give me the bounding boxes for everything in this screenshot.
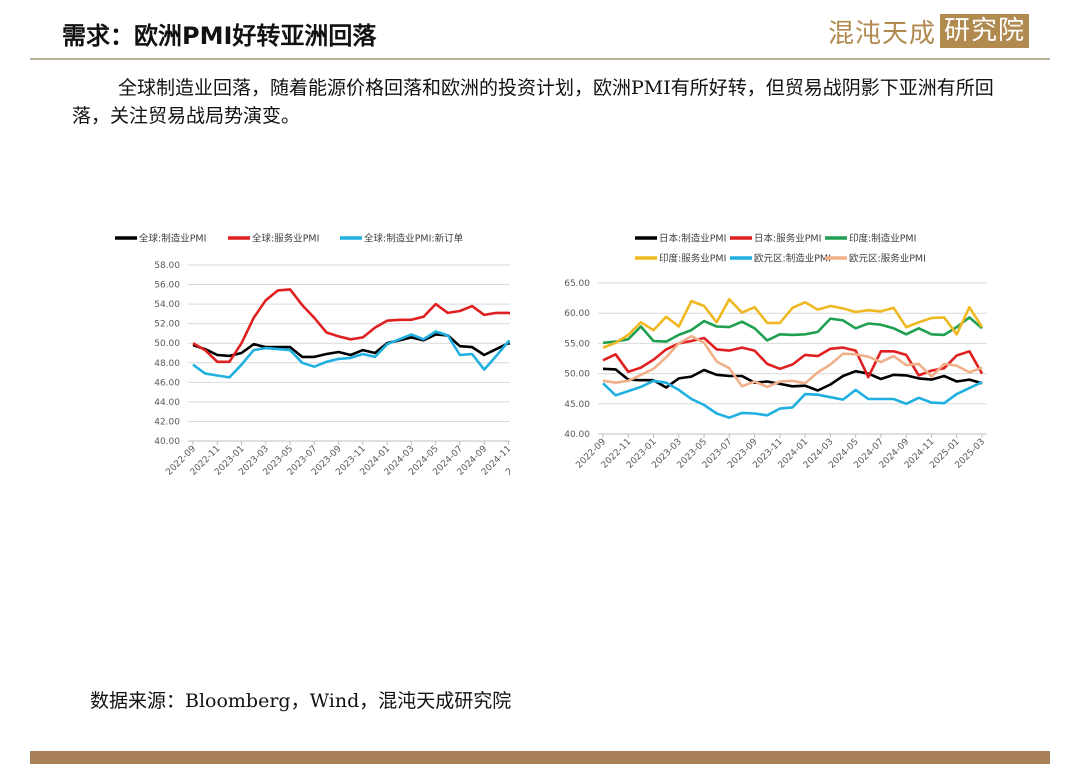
y-tick-label: 45.00 [564, 400, 590, 410]
y-tick-label: 58.00 [154, 261, 180, 271]
series-line [602, 379, 983, 419]
logo-text-right: 研究院 [940, 14, 1030, 48]
series-line [192, 288, 510, 364]
y-tick-label: 52.00 [154, 320, 180, 330]
series-line [602, 367, 983, 392]
series-line [602, 298, 984, 349]
legend-label: 日本:制造业PMI [659, 233, 726, 245]
header-divider [30, 58, 1050, 60]
data-source: 数据来源：Bloomberg，Wind，混沌天成研究院 [90, 690, 512, 712]
legend-label: 印度:服务业PMI [659, 253, 726, 265]
logo: 混沌天成 研究院 [828, 12, 1030, 50]
y-tick-label: 40.00 [564, 430, 590, 440]
legend-label: 欧元区:制造业PMI [754, 253, 831, 265]
footer-bar [30, 751, 1050, 764]
y-tick-label: 55.00 [564, 339, 590, 349]
y-tick-label: 54.00 [154, 300, 180, 310]
y-tick-label: 60.00 [564, 309, 590, 319]
legend-label: 欧元区:服务业PMI [849, 253, 926, 265]
y-tick-label: 40.00 [154, 437, 180, 447]
y-tick-label: 46.00 [154, 378, 180, 388]
legend-label: 印度:制造业PMI [849, 233, 916, 245]
y-tick-label: 48.00 [154, 359, 180, 369]
logo-text-left: 混沌天成 [828, 18, 937, 49]
series-line [192, 330, 510, 379]
chart-regional-pmi: 40.0045.0050.0055.0060.0065.002022-09202… [564, 233, 987, 471]
y-tick-label: 50.00 [564, 370, 590, 380]
series-line [602, 316, 983, 345]
y-tick-label: 44.00 [154, 398, 180, 408]
legend-label: 全球:服务业PMI [252, 233, 319, 245]
summary-paragraph: 全球制造业回落，随着能源价格回落和欧洲的投资计划，欧洲PMI有所好转，但贸易战阴… [72, 77, 994, 127]
y-tick-label: 56.00 [154, 281, 180, 291]
series-line [192, 333, 510, 359]
y-tick-label: 42.00 [154, 417, 180, 427]
legend-label: 全球:制造业PMI [139, 233, 206, 245]
legend-label: 日本:服务业PMI [754, 233, 821, 245]
y-tick-label: 50.00 [154, 339, 180, 349]
series-line [602, 334, 983, 389]
chart-global-pmi: 40.00 42.00 44.00 46.00 48.00 50.00 52.00 54.00… [115, 233, 510, 478]
y-tick-label: 65.00 [564, 279, 590, 289]
series-line [602, 336, 984, 379]
page-title: 需求：欧洲PMI好转亚洲回落 [62, 22, 377, 50]
legend-label: 全球:制造业PMI:新订单 [364, 233, 464, 245]
